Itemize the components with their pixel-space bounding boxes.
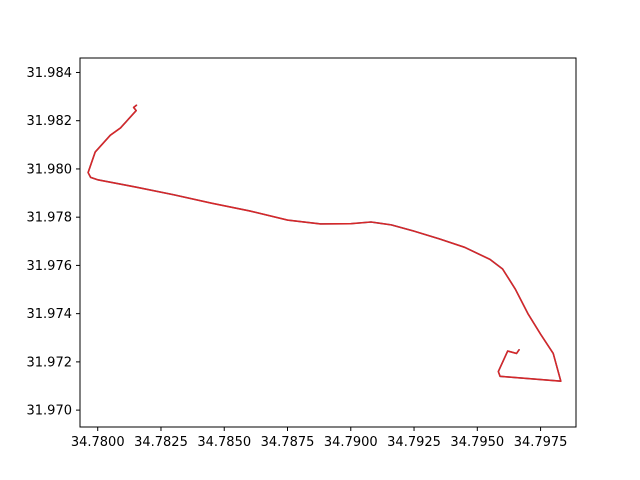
y-tick-label: 31.980 bbox=[27, 162, 73, 177]
y-tick-label: 31.972 bbox=[27, 355, 73, 370]
y-tick-label: 31.978 bbox=[27, 211, 73, 226]
x-tick-label: 34.7925 bbox=[387, 435, 441, 450]
x-tick-label: 34.7950 bbox=[450, 435, 504, 450]
axes-frame bbox=[79, 57, 577, 428]
x-tick-label: 34.7850 bbox=[197, 435, 251, 450]
y-tick-label: 31.974 bbox=[27, 307, 73, 322]
y-tick-label: 31.976 bbox=[27, 259, 73, 274]
x-tick-label: 34.7900 bbox=[324, 435, 378, 450]
x-tick-label: 34.7800 bbox=[71, 435, 125, 450]
series-layer bbox=[87, 104, 562, 382]
y-tick-label: 31.970 bbox=[27, 404, 73, 419]
x-tick-label: 34.7875 bbox=[261, 435, 315, 450]
series-line-2 bbox=[87, 104, 562, 382]
y-axis: 31.970 31.972 31.974 31.976 31.978 31.980 31.9… bbox=[27, 66, 80, 419]
x-tick-label: 34.7975 bbox=[514, 435, 568, 450]
x-axis: 34.7800 34.7825 34.7850 34.7875 34.7900 34.79… bbox=[71, 427, 568, 450]
y-tick-label: 31.982 bbox=[27, 114, 73, 129]
y-tick-label: 31.984 bbox=[27, 66, 73, 81]
x-tick-label: 34.7825 bbox=[134, 435, 188, 450]
